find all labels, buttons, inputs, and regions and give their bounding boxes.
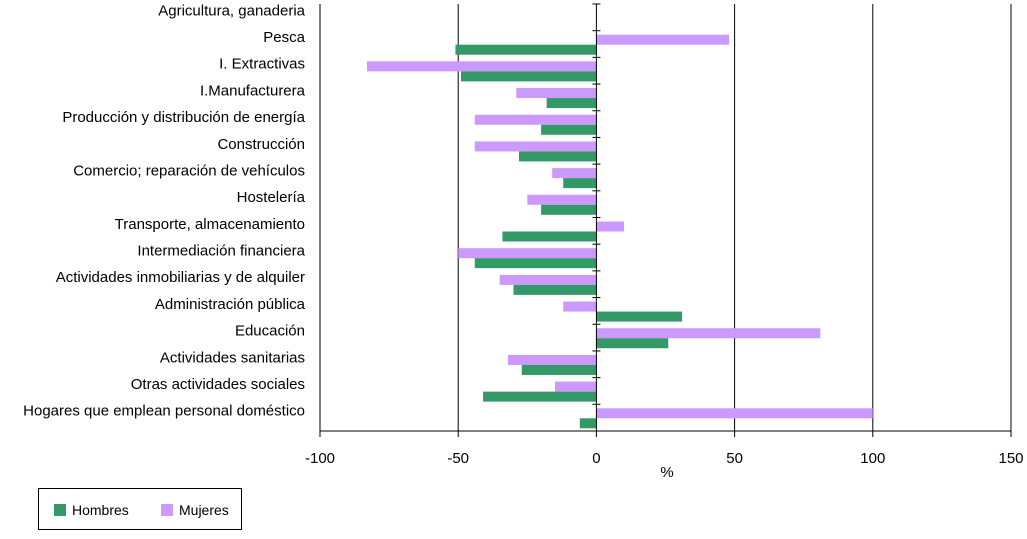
bar-mujeres-3: [516, 88, 597, 99]
bar-hombres-6: [563, 178, 597, 189]
bar-mujeres-5: [474, 141, 597, 152]
bar-hombres-4: [541, 124, 597, 135]
bar-mujeres-6: [552, 168, 597, 179]
bar-hombres-9: [474, 258, 597, 269]
bar-hombres-15: [579, 418, 597, 429]
bar-mujeres-1: [596, 34, 730, 45]
legend-swatch-hombres: [54, 504, 66, 516]
category-label: Administración pública: [155, 296, 306, 313]
bar-hombres-2: [460, 71, 597, 82]
bar-hombres-14: [483, 391, 597, 402]
gridlines: [319, 4, 1012, 431]
category-label: Pesca: [263, 29, 305, 46]
legend-label-mujeres: Mujeres: [179, 502, 229, 518]
bar-hombres-8: [502, 231, 597, 242]
bar-mujeres-12: [596, 328, 821, 339]
bar-hombres-3: [546, 98, 597, 109]
category-label: Transporte, almacenamiento: [115, 216, 305, 233]
x-tick-label: 150: [998, 450, 1023, 467]
category-label: Actividades inmobiliarias y de alquiler: [56, 269, 305, 286]
bar-mujeres-13: [507, 354, 597, 365]
x-axis-label: %: [660, 464, 673, 481]
bar-hombres-13: [521, 364, 597, 375]
bars: [366, 34, 873, 429]
legend-swatch-mujeres: [161, 504, 173, 516]
bar-hombres-5: [519, 151, 597, 162]
category-label: Hogares que emplean personal doméstico: [23, 403, 305, 420]
bar-hombres-1: [455, 44, 597, 55]
tick-labels: -100 -50 0 50 100 150: [305, 450, 1024, 467]
x-tick-label: 50: [726, 450, 743, 467]
bar-mujeres-14: [554, 381, 597, 392]
bar-hombres-7: [541, 204, 597, 215]
bar-mujeres-7: [527, 194, 597, 205]
category-label: Actividades sanitarias: [160, 349, 305, 366]
legend-label-hombres: Hombres: [72, 502, 129, 518]
category-label: Comercio; reparación de vehículos: [73, 162, 305, 179]
category-label: Intermediación financiera: [137, 243, 305, 260]
bar-hombres-11: [596, 311, 683, 322]
bar-hombres-12: [596, 338, 669, 349]
x-tick-label: -50: [447, 450, 469, 467]
bar-mujeres-8: [596, 221, 625, 232]
x-tick-label: -100: [305, 450, 335, 467]
category-label: I. Extractivas: [219, 56, 305, 73]
category-label: Producción y distribución de energía: [62, 109, 305, 126]
bar-mujeres-4: [474, 114, 597, 125]
category-label: Agricultura, ganaderia: [158, 2, 305, 19]
legend-item-hombres: Hombres: [54, 502, 129, 518]
category-label: Hostelería: [237, 189, 306, 206]
bar-mujeres-10: [499, 274, 597, 285]
x-tick-label: 100: [860, 450, 885, 467]
legend: Hombres Mujeres: [38, 488, 242, 530]
axes: [319, 3, 1012, 437]
bar-mujeres-11: [563, 301, 597, 312]
category-label: Otras actividades sociales: [131, 376, 305, 393]
bar-mujeres-2: [366, 61, 597, 72]
bar-hombres-10: [513, 284, 597, 295]
category-labels: Agricultura, ganaderia Pesca I. Extractiva…: [23, 2, 306, 419]
x-tick-label: 0: [592, 450, 600, 467]
category-label: Construcción: [217, 136, 305, 153]
category-label: Educación: [235, 323, 305, 340]
bar-mujeres-15: [596, 408, 873, 419]
category-label: I.Manufacturera: [200, 82, 306, 99]
bar-mujeres-9: [458, 248, 597, 259]
legend-item-mujeres: Mujeres: [161, 502, 229, 518]
